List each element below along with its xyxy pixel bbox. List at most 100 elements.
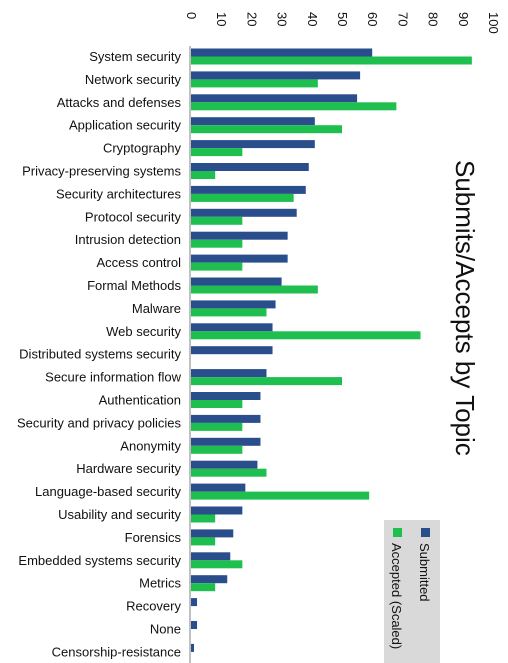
tick-label-100: 100 bbox=[486, 12, 501, 34]
bar-submitted-intrusion-detection bbox=[191, 231, 288, 240]
bar-submitted-secure-information-flow bbox=[191, 369, 267, 378]
bar-accepted-scaled-formal-methods bbox=[191, 285, 318, 294]
bar-submitted-malware bbox=[191, 300, 276, 309]
legend-swatch-submitted bbox=[421, 528, 430, 537]
tick-label-50: 50 bbox=[335, 12, 350, 26]
bar-submitted-protocol-security bbox=[191, 208, 297, 217]
legend-swatch-accepted bbox=[393, 528, 402, 537]
bar-submitted-security-and-privacy-policies bbox=[191, 414, 261, 423]
category-label-secure-information-flow: Secure information flow bbox=[45, 370, 181, 385]
bar-submitted-embedded-systems-security bbox=[191, 552, 231, 561]
bar-accepted-scaled-malware bbox=[191, 308, 267, 317]
category-label-system-security: System security bbox=[89, 49, 181, 64]
bar-accepted-scaled-protocol-security bbox=[191, 216, 243, 225]
category-label-web-security: Web security bbox=[106, 324, 181, 339]
bar-submitted-network-security bbox=[191, 71, 361, 80]
bar-submitted-metrics bbox=[191, 575, 228, 584]
category-label-security-architectures: Security architectures bbox=[56, 186, 181, 201]
bar-accepted-scaled-network-security bbox=[191, 79, 318, 88]
category-label-network-security: Network security bbox=[85, 72, 182, 87]
category-label-formal-methods: Formal Methods bbox=[87, 278, 181, 293]
bar-accepted-scaled-authentication bbox=[191, 400, 243, 408]
tick-label-90: 90 bbox=[456, 12, 471, 26]
category-label-none: None bbox=[150, 622, 181, 637]
bar-accepted-scaled-anonymity bbox=[191, 445, 243, 454]
bar-accepted-scaled-security-architectures bbox=[191, 193, 294, 202]
tick-label-60: 60 bbox=[365, 12, 380, 26]
category-labels: System security Network security Attacks a… bbox=[17, 49, 182, 659]
category-label-language-based-security: Language-based security bbox=[35, 484, 181, 499]
bar-accepted-scaled-access-control bbox=[191, 262, 243, 271]
category-label-censorship-resistance: Censorship-resistance bbox=[52, 644, 181, 659]
category-label-security-and-privacy-policies: Security and privacy policies bbox=[17, 415, 182, 430]
category-label-cryptography: Cryptography bbox=[103, 141, 182, 156]
bar-accepted-scaled-secure-information-flow bbox=[191, 377, 342, 386]
bar-submitted-cryptography bbox=[191, 140, 315, 149]
bar-accepted-scaled-metrics bbox=[191, 583, 216, 592]
bars bbox=[191, 48, 472, 652]
bar-submitted-web-security bbox=[191, 323, 273, 332]
category-label-recovery: Recovery bbox=[126, 599, 181, 614]
tick-label-20: 20 bbox=[244, 12, 259, 26]
bar-accepted-scaled-web-security bbox=[191, 331, 421, 340]
category-label-malware: Malware bbox=[132, 301, 181, 316]
category-label-access-control: Access control bbox=[96, 255, 181, 270]
bar-submitted-recovery bbox=[191, 598, 198, 607]
bar-submitted-usability-and-security bbox=[191, 506, 243, 515]
category-label-authentication: Authentication bbox=[99, 393, 181, 408]
category-label-metrics: Metrics bbox=[139, 576, 181, 591]
bar-submitted-censorship-resistance bbox=[191, 643, 195, 652]
category-label-forensics: Forensics bbox=[125, 530, 182, 545]
bar-accepted-scaled-hardware-security bbox=[191, 468, 267, 477]
legend: Submitted Accepted (Scaled) bbox=[384, 520, 440, 663]
bar-accepted-scaled-application-security bbox=[191, 125, 342, 134]
value-axis: 0 10 20 30 40 50 60 70 80 90 100 bbox=[184, 12, 501, 34]
bar-accepted-scaled-intrusion-detection bbox=[191, 239, 243, 248]
tick-label-10: 10 bbox=[214, 12, 229, 26]
tick-label-70: 70 bbox=[395, 12, 410, 26]
category-label-distributed-systems-security: Distributed systems security bbox=[19, 347, 181, 362]
category-label-protocol-security: Protocol security bbox=[85, 209, 182, 224]
category-label-attacks-and-defenses: Attacks and defenses bbox=[57, 95, 182, 110]
tick-label-30: 30 bbox=[275, 12, 290, 26]
bar-submitted-forensics bbox=[191, 529, 234, 538]
bar-submitted-formal-methods bbox=[191, 277, 282, 286]
legend-label-accepted: Accepted (Scaled) bbox=[389, 543, 404, 649]
bar-submitted-language-based-security bbox=[191, 483, 246, 492]
legend-box bbox=[384, 520, 440, 663]
category-label-hardware-security: Hardware security bbox=[76, 461, 181, 476]
category-label-usability-and-security: Usability and security bbox=[58, 507, 181, 522]
tick-label-0: 0 bbox=[184, 12, 199, 19]
bar-submitted-system-security bbox=[191, 48, 373, 57]
tick-label-40: 40 bbox=[305, 12, 320, 26]
tick-label-80: 80 bbox=[426, 12, 441, 26]
category-label-intrusion-detection: Intrusion detection bbox=[75, 232, 181, 247]
legend-label-submitted: Submitted bbox=[417, 543, 432, 602]
category-label-privacy-preserving-systems: Privacy-preserving systems bbox=[22, 164, 181, 179]
bar-accepted-scaled-attacks-and-defenses bbox=[191, 102, 397, 111]
bar-submitted-anonymity bbox=[191, 437, 261, 446]
bar-submitted-distributed-systems-security bbox=[191, 346, 273, 355]
bar-accepted-scaled-usability-and-security bbox=[191, 514, 216, 523]
bar-accepted-scaled-embedded-systems-security bbox=[191, 560, 243, 569]
bar-submitted-privacy-preserving-systems bbox=[191, 163, 309, 171]
bar-accepted-scaled-security-and-privacy-policies bbox=[191, 422, 243, 431]
bar-accepted-scaled-privacy-preserving-systems bbox=[191, 171, 216, 179]
bar-accepted-scaled-forensics bbox=[191, 537, 216, 546]
category-label-anonymity: Anonymity bbox=[120, 438, 181, 453]
chart-title: Submits/Accepts by Topic bbox=[450, 160, 480, 456]
bar-accepted-scaled-cryptography bbox=[191, 148, 243, 157]
category-label-embedded-systems-security: Embedded systems security bbox=[18, 553, 181, 568]
bar-accepted-scaled-system-security bbox=[191, 56, 472, 65]
category-label-application-security: Application security bbox=[69, 118, 181, 133]
bar-submitted-none bbox=[191, 621, 198, 629]
bar-submitted-application-security bbox=[191, 117, 315, 126]
bar-submitted-access-control bbox=[191, 254, 288, 263]
bar-submitted-security-architectures bbox=[191, 185, 306, 194]
bar-accepted-scaled-language-based-security bbox=[191, 491, 370, 500]
bar-submitted-hardware-security bbox=[191, 460, 258, 469]
bar-submitted-attacks-and-defenses bbox=[191, 94, 358, 103]
bar-submitted-authentication bbox=[191, 392, 261, 400]
